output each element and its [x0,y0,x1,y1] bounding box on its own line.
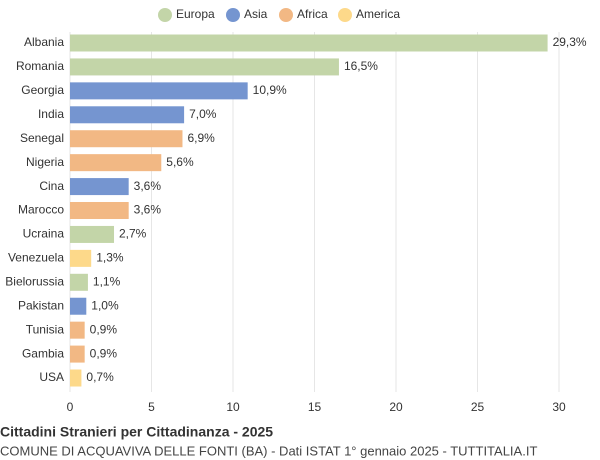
y-tick-label: Romania [16,59,64,73]
bar [70,321,85,339]
value-label: 1,0% [91,298,119,312]
y-tick-label: Bielorussia [5,274,64,288]
value-label: 2,7% [119,227,147,241]
bar [70,225,115,243]
bar [70,130,183,148]
bar [70,297,87,315]
value-label: 5,6% [166,155,194,169]
bar [70,345,85,363]
x-tick-label: 0 [67,400,74,414]
value-label: 7,0% [189,107,217,121]
value-label: 3,6% [134,203,162,217]
x-tick-label: 25 [471,400,485,414]
y-tick-label: USA [39,370,64,384]
bar [70,369,82,387]
bar [70,202,129,220]
bar [70,154,162,172]
bar [70,273,88,291]
x-tick-label: 30 [552,400,566,414]
value-label: 29,3% [553,35,587,49]
bar [70,34,548,52]
y-tick-label: Ucraina [23,227,65,241]
legend-label: Asia [244,7,268,21]
y-tick-label: Marocco [18,203,64,217]
value-label: 3,6% [134,179,162,193]
y-tick-label: Nigeria [26,155,64,169]
y-tick-label: Gambia [22,346,64,360]
y-tick-label: Venezuela [8,251,64,265]
value-label: 10,9% [253,83,287,97]
x-tick-label: 10 [226,400,240,414]
bar [70,249,92,267]
value-label: 6,9% [187,131,215,145]
y-tick-label: Pakistan [18,298,64,312]
legend-marker [338,8,352,22]
y-tick-label: Senegal [20,131,64,145]
value-label: 1,3% [96,251,124,265]
y-tick-label: Georgia [21,83,64,97]
bar [70,58,339,76]
chart-subtitle: COMUNE DI ACQUAVIVA DELLE FONTI (BA) - D… [0,443,537,458]
legend-marker [226,8,240,22]
y-tick-label: Tunisia [26,322,65,336]
bar [70,82,248,100]
x-tick-label: 20 [389,400,403,414]
bar [70,178,129,196]
y-tick-label: Albania [24,35,64,49]
value-label: 0,9% [90,346,118,360]
legend-label: Africa [297,7,328,21]
legend-marker [158,8,172,22]
legend-label: America [356,7,400,21]
chart-title: Cittadini Stranieri per Cittadinanza - 2… [0,424,273,440]
bar [70,106,185,124]
value-label: 0,7% [86,370,114,384]
x-tick-label: 5 [148,400,155,414]
value-label: 0,9% [90,322,118,336]
value-label: 1,1% [93,274,121,288]
value-label: 16,5% [344,59,378,73]
y-tick-label: India [38,107,64,121]
y-tick-label: Cina [39,179,64,193]
legend-marker [279,8,293,22]
x-tick-label: 15 [308,400,322,414]
legend-label: Europa [176,7,215,21]
